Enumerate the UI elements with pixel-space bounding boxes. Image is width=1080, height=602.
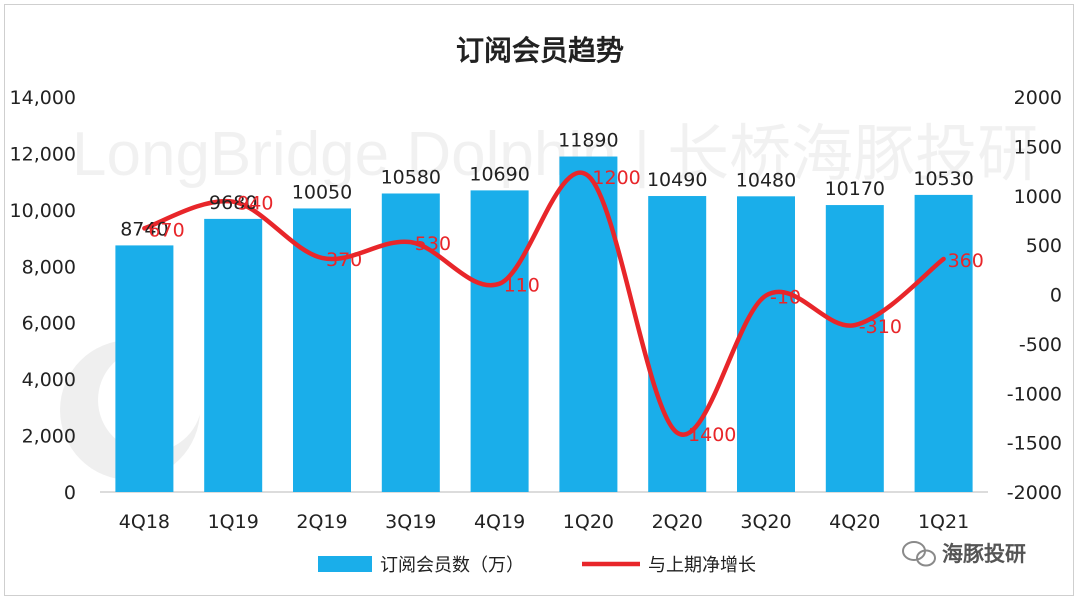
chart-title: 订阅会员趋势 [456,34,624,67]
x-tick-label: 3Q20 [740,511,791,533]
y-right-tick-label: -1500 [1007,433,1062,455]
bar [559,156,618,492]
y-right-tick-label: 1000 [1014,186,1062,208]
line-value-label: -1400 [681,424,736,446]
bar [470,190,529,492]
y-right-tick-label: 0 [1050,285,1062,307]
y-left-tick-label: 12,000 [10,143,76,165]
y-right-tick-label: -500 [1019,334,1062,356]
x-tick-label: 4Q19 [474,511,525,533]
legend: 订阅会员数（万） 与上期净增长 [318,555,756,576]
bar-value-label: 10690 [469,163,529,185]
growth-line [142,170,946,437]
chart-frame [4,4,1074,596]
line-value-label: 370 [326,249,362,271]
y-right-tick-label: 500 [1026,235,1062,257]
bar-value-label: 10050 [292,181,352,203]
legend-line-label: 与上期净增长 [648,555,756,576]
x-tick-label: 1Q20 [563,511,614,533]
bar-value-label: 10530 [913,168,973,190]
line-value-label: 110 [504,275,540,297]
line-value-label: -10 [770,286,801,308]
x-tick-label: 4Q18 [119,511,170,533]
x-tick-label: 3Q19 [385,511,436,533]
y-left-tick-label: 14,000 [10,87,76,109]
bar [648,196,707,492]
bar [115,245,174,492]
y-left-tick-label: 8,000 [22,256,76,278]
bar-value-label: 9680 [209,192,257,214]
line-value-label: 1200 [592,167,640,189]
y-right-tick-label: 2000 [1014,87,1062,109]
bar-value-label: 10580 [381,166,441,188]
x-tick-label: 2Q19 [296,511,347,533]
line-value-label: 940 [237,193,273,215]
bar-value-label: 10490 [647,169,707,191]
bar [825,205,884,492]
bar [204,218,263,492]
bar [914,194,973,492]
x-tick-label: 4Q20 [829,511,880,533]
y-left-tick-label: 4,000 [22,369,76,391]
x-tick-label: 2Q20 [652,511,703,533]
y-right-tick-label: -2000 [1007,482,1062,504]
bar-value-label: 10170 [825,178,885,200]
y-right-tick-label: 1500 [1014,136,1062,158]
line-value-label: 530 [415,233,451,255]
legend-bar-swatch [318,556,372,572]
bar-value-label: 8740 [120,218,168,240]
watermark-text: LongBridge Dolphin | 长桥海豚投研 [72,120,1039,189]
bar-value-label: 10480 [736,169,796,191]
y-left-tick-label: 2,000 [22,426,76,448]
x-tick-label: 1Q21 [918,511,969,533]
line-value-label: -310 [859,316,902,338]
bar-value-label: 11890 [558,130,618,152]
line-value-label: 360 [948,250,984,272]
x-tick-label: 1Q19 [208,511,259,533]
y-left-tick-label: 10,000 [10,200,76,222]
brand-label: 海豚投研 [942,542,1026,566]
wechat-icon [902,541,936,567]
y-left-tick-label: 6,000 [22,313,76,335]
bar [737,196,795,493]
y-right-tick-label: -1000 [1007,383,1062,405]
legend-bar-label: 订阅会员数（万） [380,555,524,576]
y-left-tick-label: 0 [64,482,76,504]
line-value-label: 670 [148,219,184,241]
brand-mark: 海豚投研 [902,541,1026,567]
